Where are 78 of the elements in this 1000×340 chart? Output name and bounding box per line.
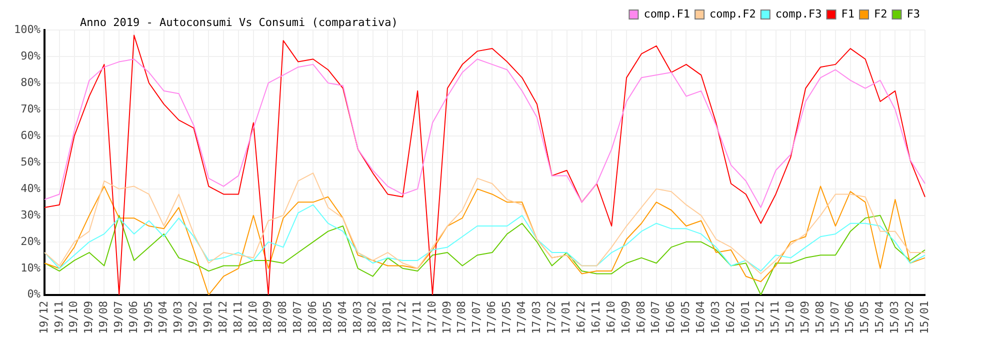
x-tick-label: 19/05 (142, 300, 155, 334)
legend-label: comp.F3 (775, 7, 822, 20)
y-tick-label: 100% (14, 22, 41, 36)
x-tick-label: 18/12 (216, 300, 230, 334)
x-tick-label: 17/12 (396, 300, 409, 334)
x-tick-label: 19/04 (156, 300, 170, 334)
x-tick-label: 16/07 (649, 300, 662, 334)
x-tick-label: 18/03 (350, 300, 364, 334)
y-tick-label: 20% (20, 234, 41, 248)
x-tick-label: 18/04 (336, 300, 349, 334)
x-tick-label: 16/08 (634, 300, 648, 334)
chart-title: Anno 2019 - Autoconsumi Vs Consumi (comparativa) (80, 16, 398, 29)
y-tick-label: 10% (20, 261, 41, 274)
x-tick-label: 18/02 (366, 300, 379, 334)
x-tick-label: 19/06 (126, 300, 140, 334)
x-tick-label: 16/03 (708, 300, 722, 334)
x-tick-label: 16/01 (738, 300, 752, 334)
x-tick-label: 15/10 (784, 300, 797, 334)
x-tick-label: 17/03 (530, 300, 543, 334)
y-tick-label: 40% (20, 182, 41, 195)
x-tick-label: 15/11 (768, 300, 782, 334)
x-tick-label: 18/07 (291, 300, 304, 334)
x-tick-label: 17/11 (410, 300, 424, 334)
x-tick-label: 19/10 (67, 300, 80, 334)
x-tick-label: 17/10 (425, 300, 438, 334)
x-tick-label: 18/05 (320, 300, 334, 334)
x-tick-label: 19/01 (202, 300, 215, 334)
y-tick-label: 90% (20, 49, 41, 62)
legend-label: comp.F1 (644, 7, 690, 20)
x-tick-label: 15/07 (828, 300, 842, 334)
x-tick-label: 17/06 (485, 300, 498, 334)
x-tick-label: 18/09 (261, 300, 274, 334)
x-tick-label: 16/12 (574, 300, 588, 334)
x-tick-label: 15/04 (873, 300, 886, 334)
x-tick-label: 15/05 (858, 300, 872, 334)
x-tick-label: 17/02 (544, 300, 558, 334)
x-tick-label: 17/05 (500, 300, 513, 334)
x-tick-label: 15/02 (902, 300, 916, 334)
x-tick-label: 18/01 (380, 300, 394, 334)
x-tick-label: 17/01 (560, 300, 573, 334)
y-tick-label: 70% (20, 102, 41, 116)
y-tick-label: 50% (20, 155, 41, 168)
y-tick-label: 60% (20, 128, 41, 142)
legend-label: F3 (906, 7, 920, 20)
x-tick-label: 18/10 (246, 300, 260, 334)
x-tick-label: 19/03 (172, 300, 185, 334)
x-tick-label: 15/09 (798, 300, 812, 334)
x-tick-label: 19/09 (82, 300, 96, 334)
x-tick-label: 19/07 (112, 300, 125, 334)
x-tick-label: 17/09 (440, 300, 454, 334)
x-tick-label: 18/11 (231, 300, 244, 334)
x-tick-label: 17/04 (514, 300, 528, 334)
x-tick-label: 18/08 (276, 300, 290, 334)
x-tick-label: 19/12 (37, 300, 50, 334)
x-tick-label: 18/06 (306, 300, 319, 334)
x-tick-label: 16/02 (724, 300, 737, 334)
x-tick-label: 15/01 (918, 300, 931, 334)
y-tick-label: 30% (20, 208, 41, 222)
x-tick-label: 15/03 (888, 300, 902, 334)
y-tick-label: 80% (20, 76, 41, 89)
x-tick-label: 16/06 (664, 300, 678, 334)
x-tick-label: 16/09 (619, 300, 632, 334)
x-tick-label: 16/10 (604, 300, 618, 334)
legend-label: F1 (841, 7, 855, 20)
x-tick-label: 17/07 (470, 300, 484, 334)
x-tick-label: 17/08 (455, 300, 468, 334)
x-tick-label: 15/06 (843, 300, 856, 334)
x-tick-label: 19/11 (52, 300, 66, 334)
x-tick-label: 16/05 (679, 300, 692, 334)
x-tick-label: 19/02 (186, 300, 200, 334)
legend-label: comp.F2 (710, 7, 756, 20)
legend-label: F2 (874, 7, 888, 20)
x-tick-label: 19/08 (97, 300, 110, 334)
x-tick-label: 16/04 (694, 300, 707, 334)
x-tick-label: 15/08 (813, 300, 826, 334)
y-tick-label: 0% (27, 288, 41, 301)
x-tick-label: 15/12 (754, 300, 767, 334)
x-tick-label: 16/11 (590, 300, 603, 334)
